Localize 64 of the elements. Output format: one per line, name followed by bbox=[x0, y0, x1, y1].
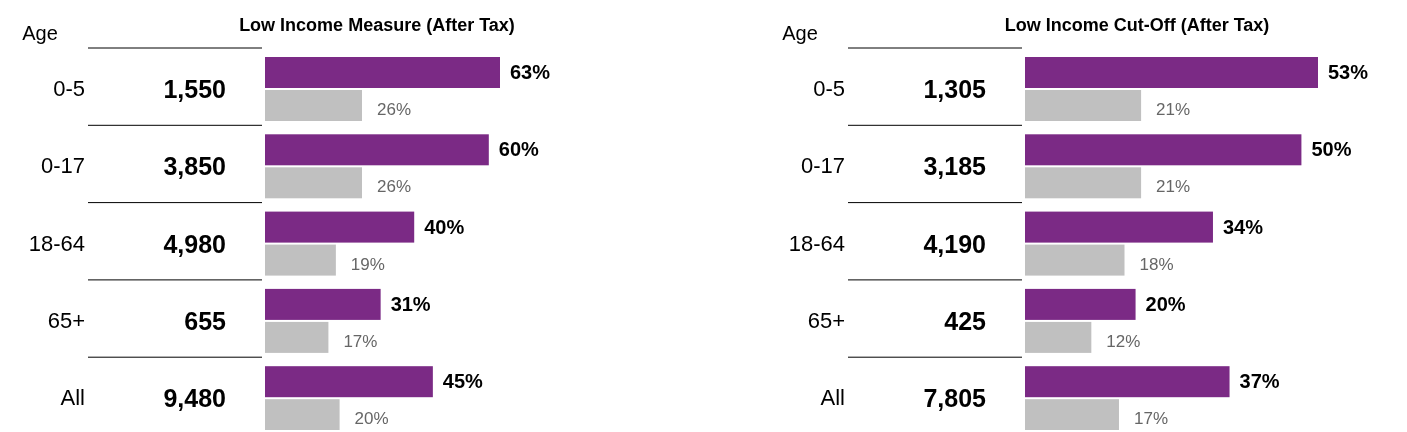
data-label: 26% bbox=[376, 100, 412, 119]
data-label: 19% bbox=[350, 254, 385, 274]
bar bbox=[265, 90, 362, 121]
bar bbox=[1025, 288, 1136, 320]
data-label: 31% bbox=[390, 292, 431, 315]
y-tick-label: 0-5 bbox=[813, 76, 845, 101]
data-label: 60% bbox=[498, 138, 540, 161]
y-tick-label: 18-64 bbox=[788, 230, 845, 256]
bar bbox=[1025, 211, 1213, 243]
bar bbox=[1025, 134, 1302, 166]
y-axis-title: Age bbox=[782, 22, 818, 44]
text: 3,850 bbox=[163, 152, 226, 181]
text: 655 bbox=[184, 306, 227, 335]
bar bbox=[265, 211, 415, 243]
bar bbox=[265, 167, 362, 199]
bar bbox=[1025, 399, 1119, 430]
bar bbox=[1025, 366, 1230, 398]
chart-title: Low Income Measure (After Tax) bbox=[239, 15, 515, 35]
bar bbox=[1025, 167, 1142, 199]
text: 425 bbox=[944, 306, 987, 335]
data-label: 34% bbox=[1222, 215, 1264, 238]
y-tick-label: 0-5 bbox=[53, 76, 85, 101]
text: 9,480 bbox=[163, 384, 226, 413]
text: 3,185 bbox=[923, 152, 987, 181]
data-label: 37% bbox=[1239, 370, 1280, 393]
data-label: 26% bbox=[376, 177, 412, 197]
data-label: 17% bbox=[343, 331, 378, 351]
bar bbox=[1025, 90, 1142, 121]
data-label: 63% bbox=[510, 61, 551, 83]
bar bbox=[265, 399, 340, 430]
data-label: 40% bbox=[424, 215, 465, 238]
text: 1,305 bbox=[923, 75, 987, 103]
y-tick-label: 0-17 bbox=[800, 153, 845, 179]
data-label: 45% bbox=[442, 370, 484, 393]
text: 4,190 bbox=[923, 229, 986, 258]
data-label: 18% bbox=[1139, 254, 1174, 274]
y-tick-label: 65+ bbox=[47, 307, 85, 333]
y-tick-label: All bbox=[60, 385, 85, 411]
bar bbox=[265, 244, 336, 276]
bar bbox=[265, 321, 329, 353]
bar bbox=[265, 134, 489, 166]
bar bbox=[265, 57, 500, 88]
bar bbox=[265, 288, 381, 320]
data-label: 20% bbox=[354, 409, 389, 429]
data-label: 17% bbox=[1133, 409, 1169, 429]
y-tick-label: All bbox=[820, 385, 845, 411]
data-label: 12% bbox=[1106, 331, 1141, 351]
data-label: 21% bbox=[1156, 100, 1191, 119]
text: 4,980 bbox=[163, 229, 226, 258]
bar bbox=[1025, 244, 1125, 276]
text: 1,550 bbox=[163, 75, 226, 103]
data-label: 53% bbox=[1328, 61, 1369, 83]
bar bbox=[1025, 321, 1092, 353]
data-label: 20% bbox=[1145, 292, 1186, 315]
text: 7,805 bbox=[923, 384, 987, 413]
y-tick-label: 65+ bbox=[807, 307, 845, 333]
y-tick-label: 0-17 bbox=[40, 153, 85, 179]
bar bbox=[1025, 57, 1318, 88]
bar bbox=[265, 366, 433, 398]
chart-title: Low Income Cut-Off (After Tax) bbox=[1004, 15, 1270, 35]
data-label: 50% bbox=[1311, 138, 1352, 161]
data-label: 21% bbox=[1156, 177, 1191, 197]
y-tick-label: 18-64 bbox=[28, 230, 85, 256]
y-axis-title: Age bbox=[22, 22, 58, 44]
